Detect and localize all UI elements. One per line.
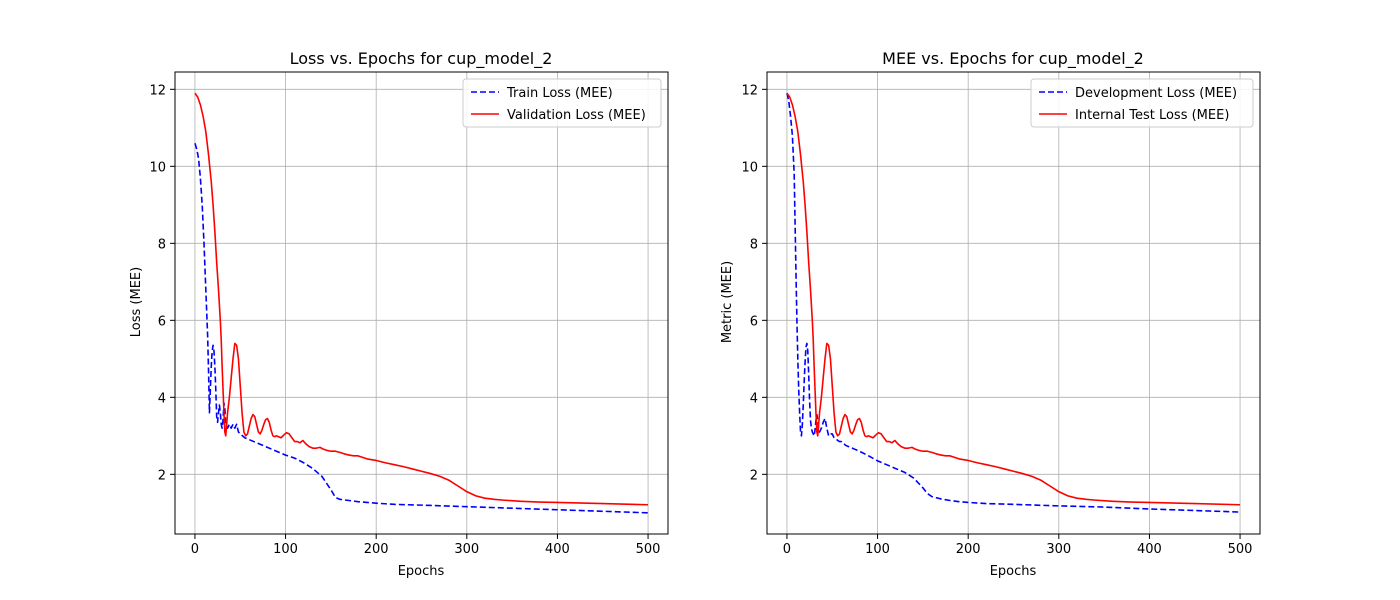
y-axis-label: Metric (MEE) [720,261,735,343]
grid [175,72,668,534]
y-tick-label: 2 [750,468,758,483]
series-line-validation-loss-mee [194,92,649,506]
y-tick-label: 12 [741,83,758,98]
chart-title: Loss vs. Epochs for cup_model_2 [290,49,553,69]
chart-panel-mee: MEE vs. Epochs for cup_model_2 Epochs Me… [720,49,1261,579]
x-tick-label: 100 [273,542,298,557]
series-line-internal-test-loss-mee [786,92,1241,506]
grid [767,72,1260,534]
legend-box [1030,78,1254,128]
series-line-development-loss-mee [786,92,1241,513]
legend-label: Train Loss (MEE) [506,86,613,101]
y-tick-label: 8 [158,237,166,252]
x-axis-label: Epochs [398,564,445,579]
x-axis-label: Epochs [990,564,1037,579]
x-tick-label: 0 [783,542,791,557]
legend-box [462,78,662,128]
y-tick-label: 12 [149,83,166,98]
x-tick-label: 200 [956,542,981,557]
series-line-train-loss-mee [194,142,649,514]
x-tick-label: 400 [545,542,570,557]
plot-frame [766,71,1261,535]
y-tick-label: 6 [750,314,758,329]
x-tick-label: 200 [364,542,389,557]
y-tick-label: 6 [158,314,166,329]
x-tick-label: 300 [1046,542,1071,557]
x-tick-label: 500 [636,542,661,557]
legend-label: Validation Loss (MEE) [507,108,646,123]
legend-label: Development Loss (MEE) [1075,86,1237,101]
y-tick-label: 10 [149,160,166,175]
y-tick-label: 2 [158,468,166,483]
y-axis-label: Loss (MEE) [129,267,144,337]
y-tick-label: 4 [158,391,166,406]
plot-lines [786,92,1241,513]
legend-label: Internal Test Loss (MEE) [1075,108,1229,123]
chart-panel-loss: Loss vs. Epochs for cup_model_2 Epochs L… [129,49,669,579]
x-tick-label: 100 [865,542,890,557]
x-tick-label: 400 [1137,542,1162,557]
plot-frame [174,71,669,535]
x-tick-label: 0 [191,542,199,557]
axis-ticks: 0 100 200 300 400 500 2 4 6 8 10 12 [741,83,1252,557]
y-tick-label: 4 [750,391,758,406]
legend: Train Loss (MEE) Validation Loss (MEE) [462,78,662,128]
x-tick-label: 300 [454,542,479,557]
axis-ticks: 0 100 200 300 400 500 2 4 6 8 10 12 [149,83,660,557]
chart-title: MEE vs. Epochs for cup_model_2 [882,49,1144,69]
plot-lines [194,92,649,514]
y-tick-label: 8 [750,237,758,252]
legend: Development Loss (MEE) Internal Test Loss… [1030,78,1254,128]
x-tick-label: 500 [1228,542,1253,557]
y-tick-label: 10 [741,160,758,175]
